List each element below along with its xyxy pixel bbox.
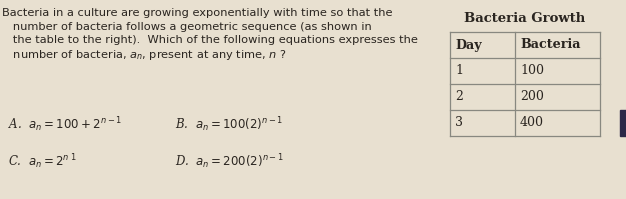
Text: 400: 400 [520,116,544,130]
Bar [620,110,626,136]
Text: Day: Day [455,38,481,52]
Text: 3: 3 [455,116,463,130]
Text: Bacteria: Bacteria [520,38,580,52]
Text: Bacteria in a culture are growing exponentially with time so that the: Bacteria in a culture are growing expone… [2,8,393,18]
Text: D.  $a_n = 200(2)^{n-1}$: D. $a_n = 200(2)^{n-1}$ [175,152,284,171]
Text: 100: 100 [520,64,544,77]
Text: 200: 200 [520,91,544,103]
Text: C.  $a_n = 2^{n\ 1}$: C. $a_n = 2^{n\ 1}$ [8,152,78,171]
Text: number of bacteria follows a geometric sequence (as shown in: number of bacteria follows a geometric s… [2,21,372,31]
Text: 2: 2 [455,91,463,103]
Text: Bacteria Growth: Bacteria Growth [464,12,586,25]
Text: 1: 1 [455,64,463,77]
Text: the table to the right).  Which of the following equations expresses the: the table to the right). Which of the fo… [2,35,418,45]
Text: number of bacteria, $a_n$, present at any time, $n$ ?: number of bacteria, $a_n$, present at an… [2,49,287,62]
Text: B.  $a_n = 100(2)^{n-1}$: B. $a_n = 100(2)^{n-1}$ [175,115,283,134]
Text: A.  $a_n = 100 + 2^{n-1}$: A. $a_n = 100 + 2^{n-1}$ [8,115,122,134]
